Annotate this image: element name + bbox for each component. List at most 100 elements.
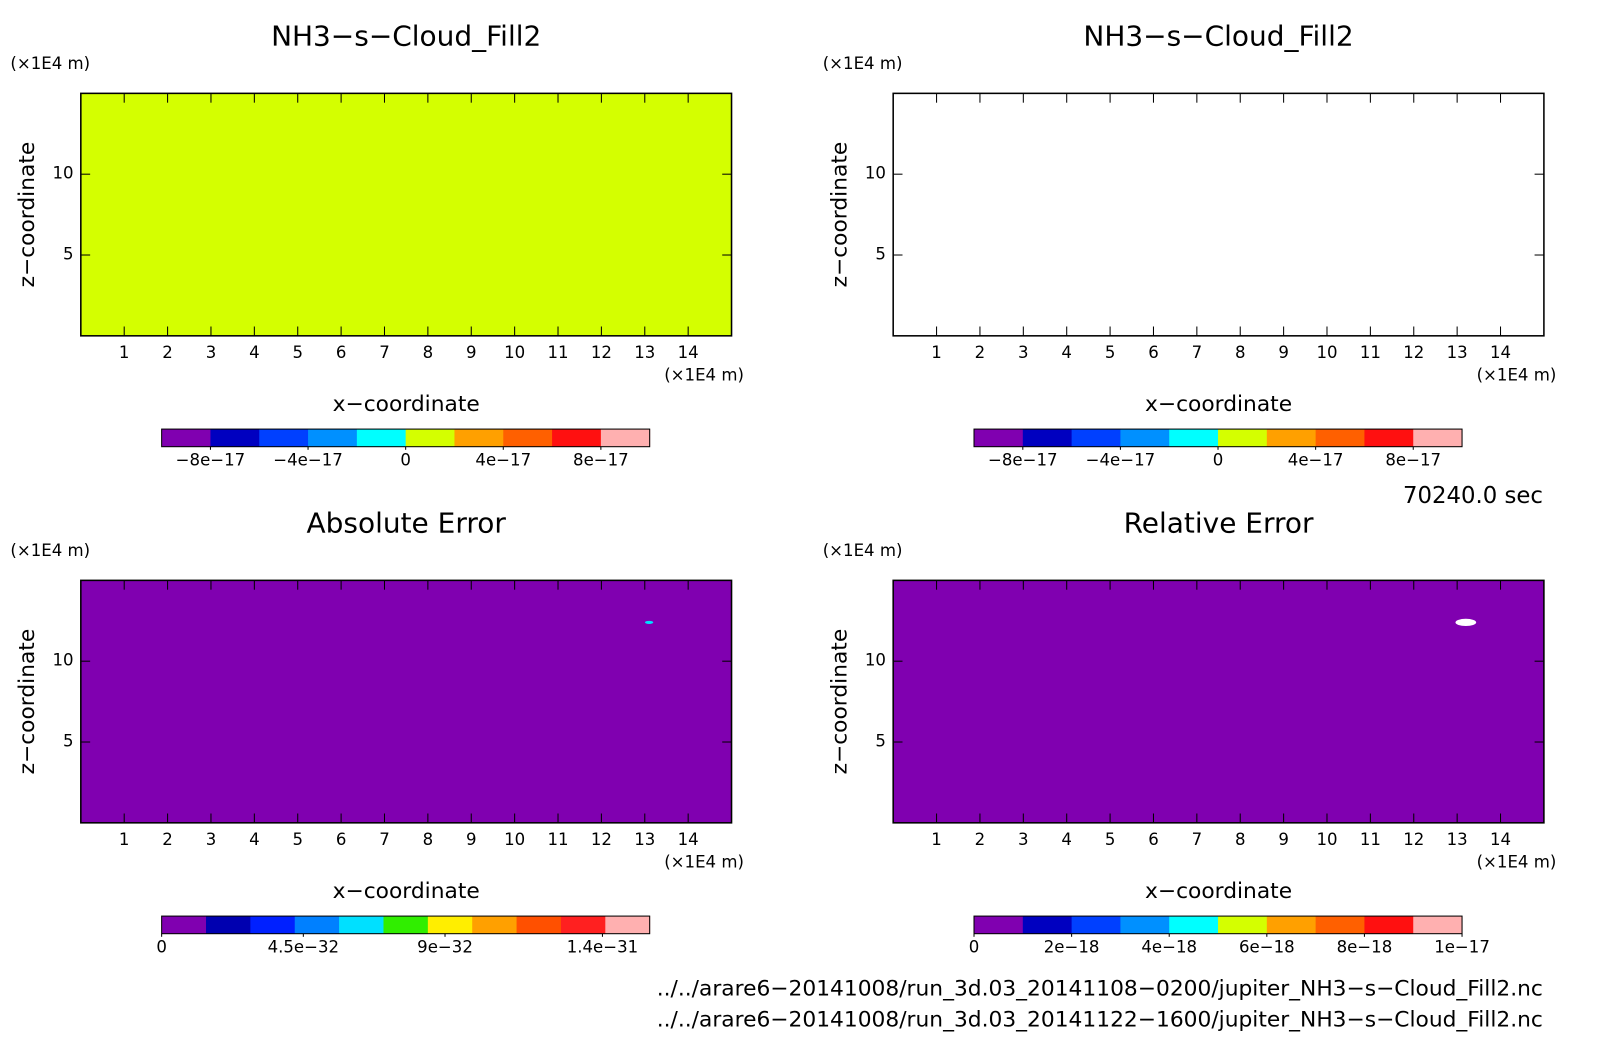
x-tick-label: 9: [466, 830, 477, 849]
y-tick-label: 10: [52, 651, 73, 670]
plot-frame: [80, 579, 733, 824]
colorbar-swatch: [605, 916, 651, 934]
colorbar-swatch: [560, 916, 606, 934]
x-tick-label: 14: [678, 830, 699, 849]
x-axis-label: x−coordinate: [1145, 879, 1292, 904]
colorbar-swatch: [454, 429, 504, 447]
colorbar-swatch: [1169, 429, 1219, 447]
colorbar-swatch: [250, 916, 296, 934]
x-tick-label: 10: [1316, 343, 1337, 362]
colorbar-swatch: [552, 429, 602, 447]
x-unit: (×1E4 m): [664, 853, 744, 872]
colorbar-swatch: [472, 916, 518, 934]
colorbar-swatch: [1218, 429, 1268, 447]
colorbar-tick-label: −8e−17: [176, 451, 246, 470]
y-tick-label: 5: [875, 245, 886, 264]
x-tick-label: 2: [975, 343, 986, 362]
y-axis-label: z−coordinate: [827, 629, 852, 775]
colorbar-swatch: [1022, 916, 1073, 934]
colorbar-tick-label: 1.4e−31: [567, 938, 638, 957]
plot-frame: [80, 92, 733, 337]
colorbar-tick-label: 8e−17: [573, 451, 629, 470]
colorbar-swatch: [383, 916, 429, 934]
colorbar-frame: [161, 915, 651, 935]
x-unit: (×1E4 m): [1477, 366, 1557, 385]
x-tick-label: 7: [1192, 830, 1203, 849]
x-tick-label: 7: [379, 343, 390, 362]
colorbar-tick-label: 4e−18: [1141, 938, 1197, 957]
colorbar-swatch: [974, 429, 1024, 447]
x-unit: (×1E4 m): [1477, 853, 1557, 872]
y-axis-label: z−coordinate: [15, 629, 40, 775]
colorbar-swatch: [1071, 916, 1121, 934]
colorbar-swatch: [974, 916, 1024, 934]
file-path: ../../arare6−20141008/run_3d.03_20141108…: [657, 977, 1543, 1002]
x-tick-label: 11: [547, 343, 568, 362]
x-axis-label: x−coordinate: [333, 392, 480, 417]
x-tick-label: 4: [1061, 343, 1072, 362]
colorbar-tick-label: −4e−17: [1086, 451, 1156, 470]
colorbar-swatch: [339, 916, 384, 934]
y-tick-label: 10: [865, 164, 886, 183]
y-tick-label: 5: [63, 732, 74, 751]
x-tick-label: 2: [162, 343, 173, 362]
colorbar-tick-label: −8e−17: [988, 451, 1058, 470]
x-tick-label: 11: [1360, 830, 1381, 849]
colorbar-swatch: [308, 429, 358, 447]
x-tick-label: 6: [336, 830, 347, 849]
colorbar-swatch: [503, 429, 553, 447]
x-tick-label: 8: [423, 830, 434, 849]
colorbar-tick-label: 0: [400, 451, 411, 470]
x-tick-label: 12: [591, 343, 612, 362]
colorbar-swatch: [1120, 916, 1170, 934]
colorbar-swatch: [1218, 916, 1268, 934]
x-tick-label: 5: [1105, 343, 1116, 362]
x-tick-label: 13: [1447, 830, 1468, 849]
colorbar-frame: [973, 915, 1463, 935]
colorbar-swatch: [427, 916, 473, 934]
x-tick-label: 13: [1447, 343, 1468, 362]
x-tick-label: 4: [1061, 830, 1072, 849]
colorbar-swatch: [1169, 916, 1219, 934]
x-tick-label: 6: [1148, 343, 1159, 362]
x-unit: (×1E4 m): [664, 366, 744, 385]
colorbar-swatch: [1022, 429, 1073, 447]
colorbar-tick-label: 0: [969, 938, 980, 957]
y-unit: (×1E4 m): [10, 54, 90, 73]
plot-frame: [892, 579, 1545, 824]
colorbar-swatch: [356, 429, 407, 447]
file-path: ../../arare6−20141008/run_3d.03_20141122…: [657, 1008, 1543, 1033]
y-tick-label: 5: [63, 245, 74, 264]
colorbar-swatch: [161, 429, 211, 447]
x-tick-label: 14: [1490, 343, 1511, 362]
colorbar-tick-label: 8e−18: [1337, 938, 1393, 957]
colorbar-tick-label: 4.5e−32: [268, 938, 339, 957]
x-tick-label: 9: [1278, 343, 1289, 362]
x-tick-label: 5: [292, 343, 303, 362]
x-tick-label: 1: [119, 830, 130, 849]
x-tick-label: 7: [1192, 343, 1203, 362]
x-tick-label: 1: [119, 343, 130, 362]
x-tick-label: 14: [678, 343, 699, 362]
colorbar-swatch: [516, 916, 562, 934]
colorbar-swatch: [294, 916, 340, 934]
colorbar-tick-label: 0: [1213, 451, 1224, 470]
missing-region: [1455, 618, 1477, 627]
colorbar-swatch: [1120, 429, 1170, 447]
colorbar-tick-label: 4e−17: [1288, 451, 1344, 470]
field: [80, 580, 732, 823]
field: [893, 580, 1544, 823]
y-unit: (×1E4 m): [823, 54, 903, 73]
panel-title: NH3−s−Cloud_Fill2: [271, 19, 541, 52]
colorbar-swatch: [1364, 429, 1414, 447]
colorbar-swatch: [206, 916, 251, 934]
x-tick-label: 5: [292, 830, 303, 849]
time-label: 70240.0 sec: [1403, 483, 1543, 509]
colorbar-swatch: [1071, 429, 1121, 447]
plot-frame: [892, 92, 1545, 337]
colorbar-tick-label: −4e−17: [273, 451, 343, 470]
field-spot: [644, 620, 654, 624]
colorbar-tick-label: 0: [156, 938, 167, 957]
colorbar-tick-label: 9e−32: [417, 938, 473, 957]
